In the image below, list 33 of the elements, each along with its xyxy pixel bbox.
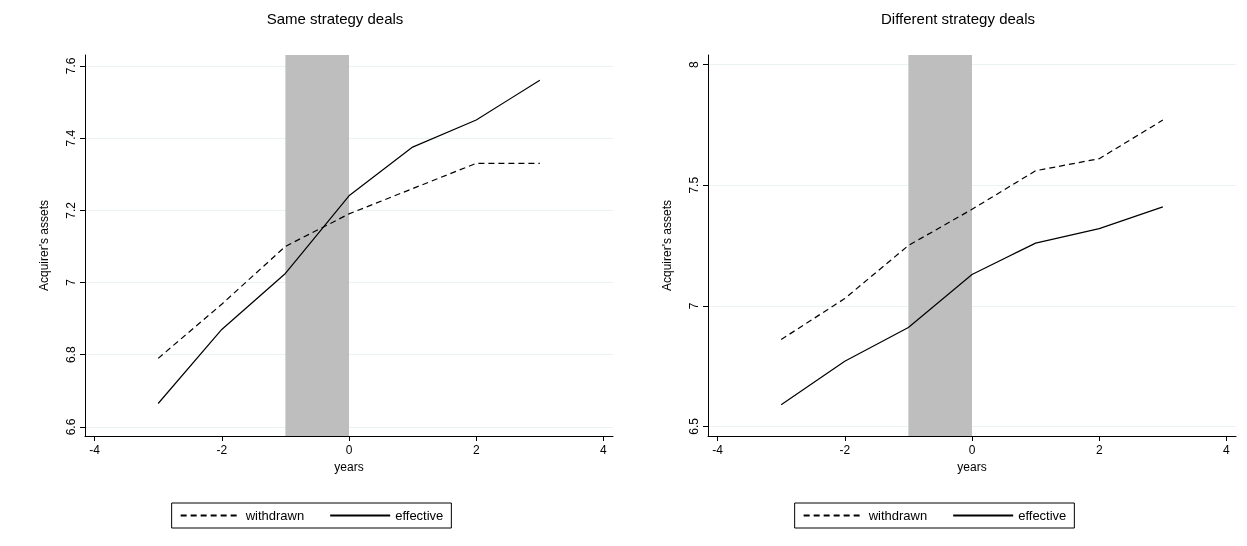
x-tick-label: 2 [1095, 443, 1103, 457]
x-tick-label: -2 [839, 443, 851, 457]
y-axis-title: Acquirer's assets [660, 200, 674, 291]
line-series [780, 119, 1164, 341]
x-tick-label: 0 [968, 443, 976, 457]
chart-title: Different strategy deals [881, 10, 1035, 27]
y-tick-label: 6.6 [64, 418, 78, 436]
x-axis-title: years [957, 459, 987, 474]
legend-label: withdrawn [867, 508, 928, 523]
legend-label: effective [1018, 508, 1067, 523]
chart-title: Same strategy deals [266, 10, 404, 27]
y-tick-label: 8 [687, 60, 701, 68]
x-tick-label: 4 [600, 443, 608, 457]
line-series [157, 79, 541, 405]
y-tick-label: 6.5 [687, 417, 701, 435]
line-series [780, 206, 1164, 406]
x-tick-label: 4 [1223, 443, 1231, 457]
legend-label: withdrawn [244, 508, 305, 523]
x-axis-title: years [334, 459, 364, 474]
x-tick-label: 2 [472, 443, 480, 457]
x-tick-label: -2 [216, 443, 228, 457]
y-tick-label: 7.2 [64, 201, 78, 219]
y-tick-label: 7.6 [64, 57, 78, 75]
x-tick-label: 0 [345, 443, 353, 457]
y-tick-label: 7 [687, 302, 701, 310]
y-tick-label: 7.5 [687, 176, 701, 194]
legend-label: effective [395, 508, 444, 523]
y-tick-label: 7.4 [64, 129, 78, 147]
y-tick-label: 7 [64, 278, 78, 286]
y-tick-label: 6.8 [64, 346, 78, 364]
x-tick-label: -4 [89, 443, 101, 457]
y-axis-title: Acquirer's assets [37, 200, 51, 291]
x-tick-label: -4 [712, 443, 724, 457]
